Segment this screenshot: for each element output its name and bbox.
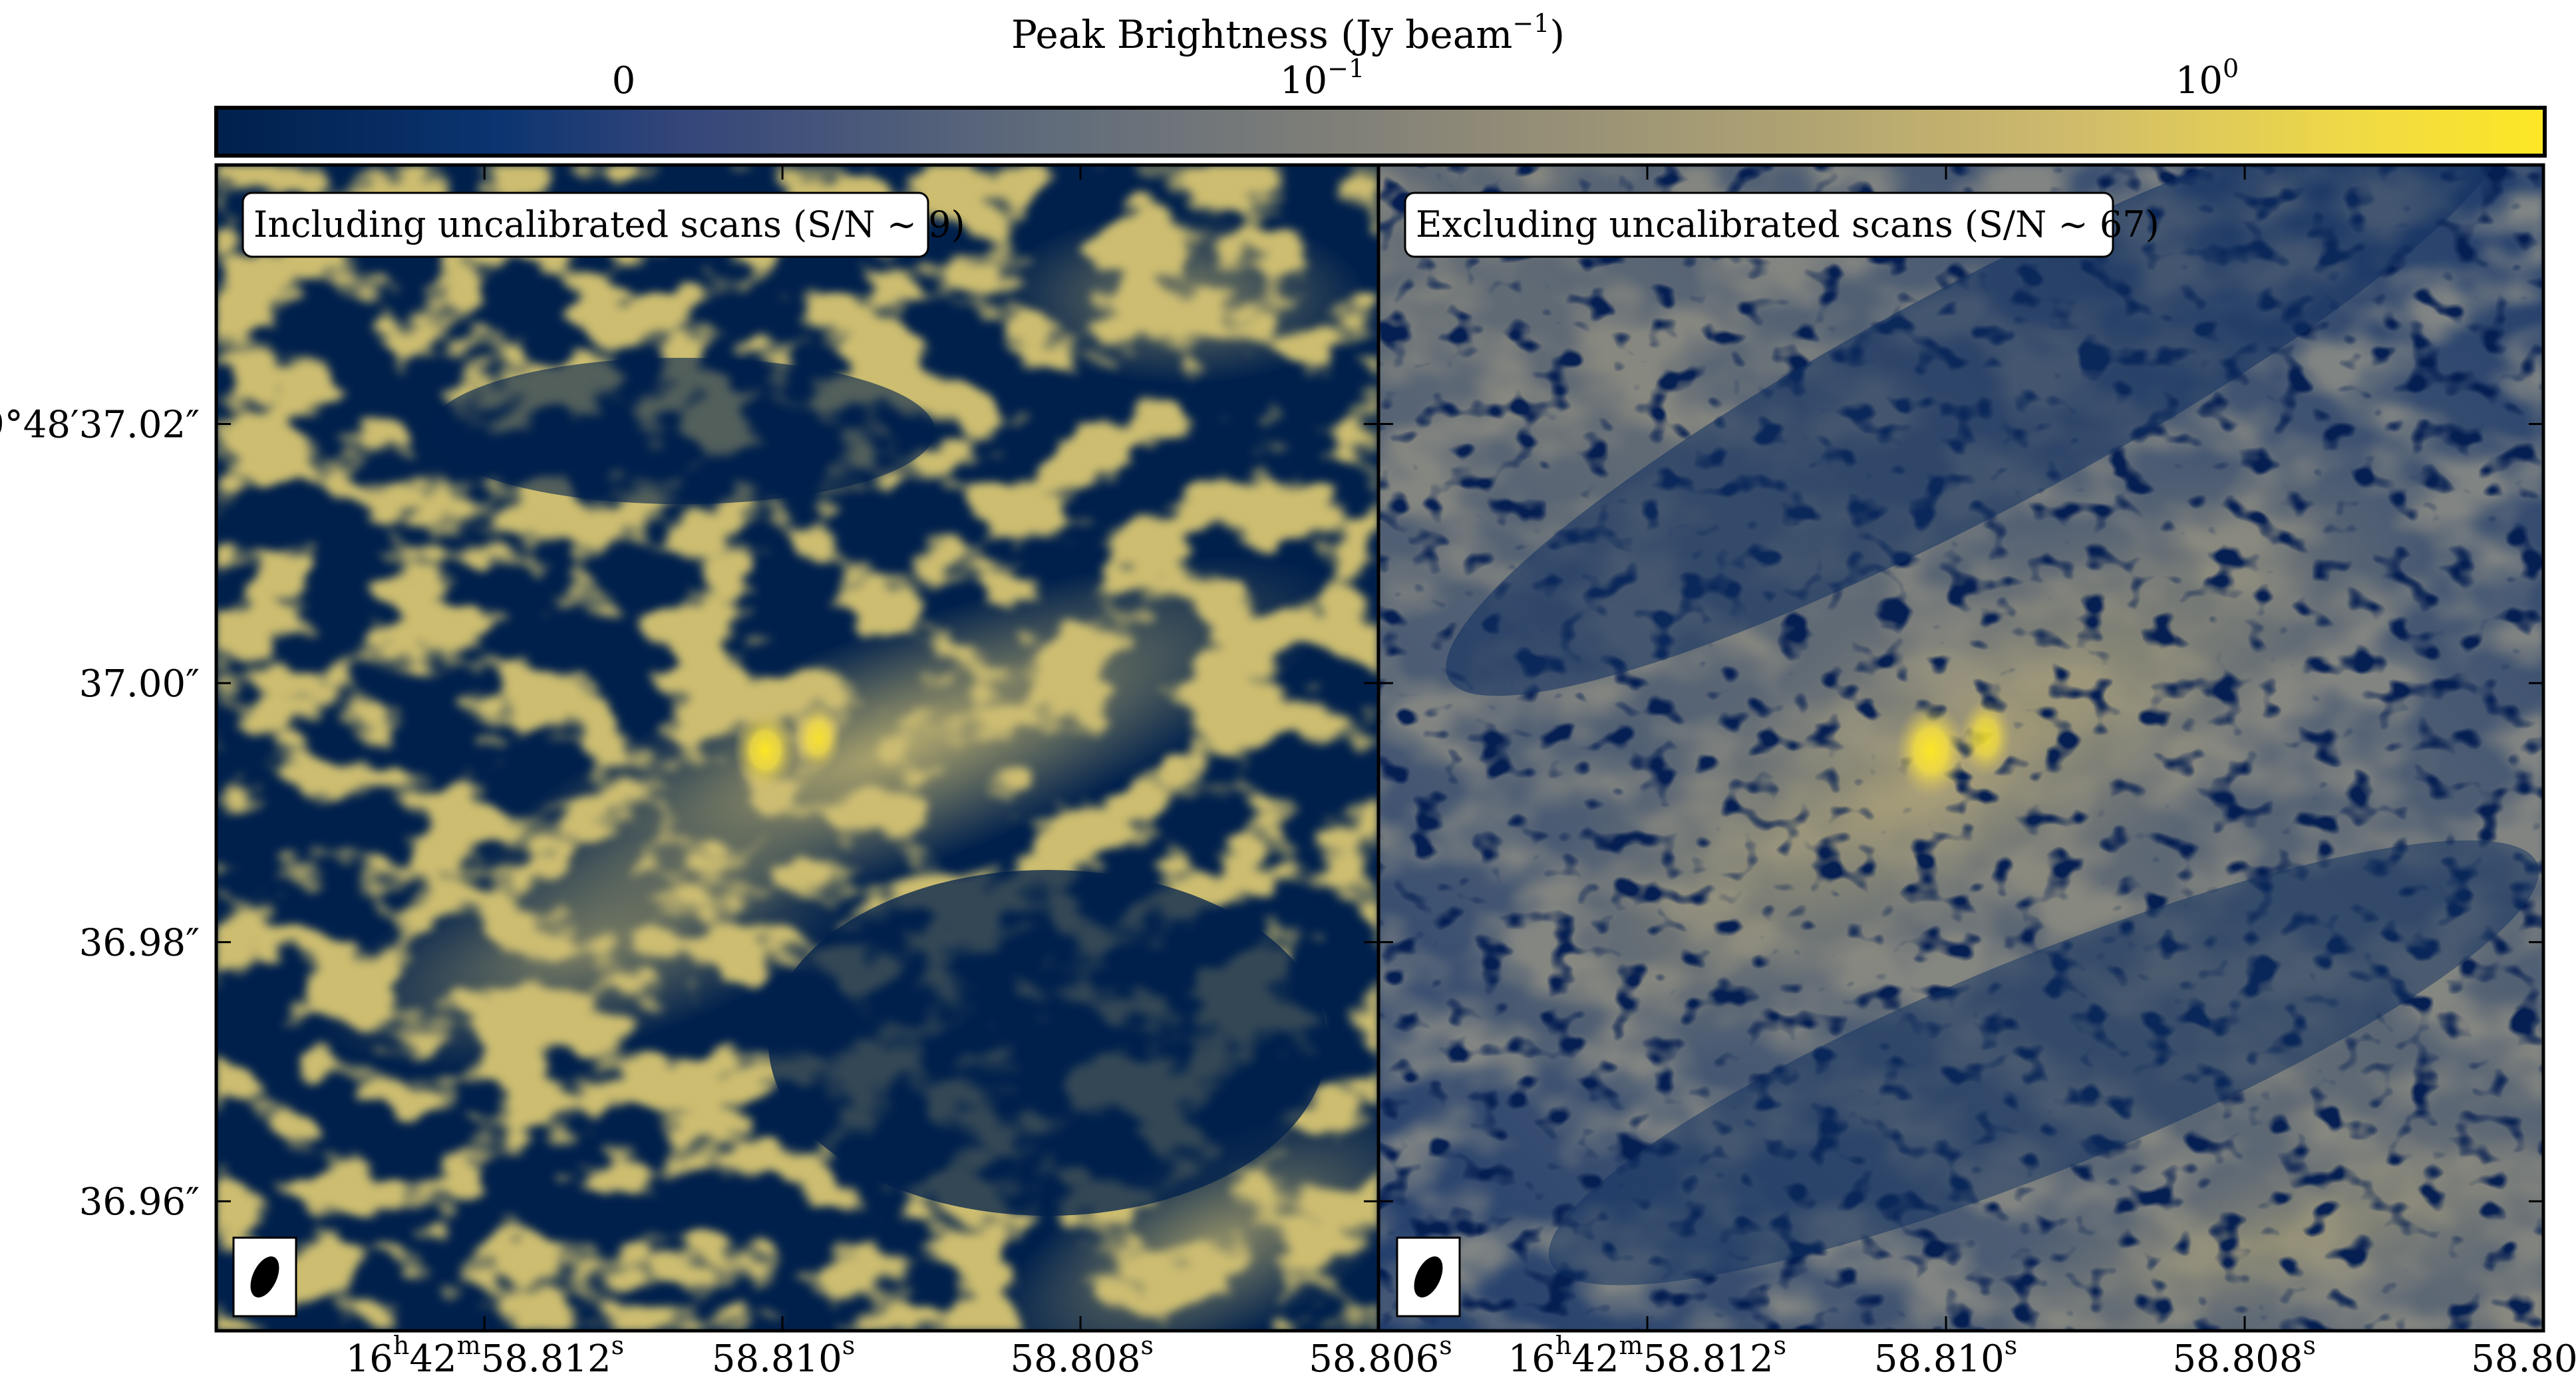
panel-left-title: Including uncalibrated scans (S/N ∼ 9) bbox=[253, 204, 965, 245]
beam-ellipse-icon bbox=[250, 1256, 279, 1298]
source-peak bbox=[794, 704, 842, 773]
colorbar-tick-label: 100 bbox=[2175, 54, 2239, 102]
left-x-tick-label: 58.806s bbox=[1309, 1331, 1452, 1381]
panel-right-image bbox=[1378, 165, 2543, 1331]
panel-right-frame bbox=[1376, 163, 2545, 1333]
colorbar-tick-label: 10−1 bbox=[1280, 54, 1365, 102]
source-peaks-right bbox=[1895, 697, 2012, 798]
beam-ellipse-icon bbox=[1414, 1256, 1443, 1298]
colorbar-tick-labels: 0 10−1 100 bbox=[612, 54, 2239, 102]
left-x-tick-label: 58.810s bbox=[712, 1331, 855, 1381]
colorbar-bar bbox=[214, 106, 2547, 158]
right-x-tick-label: 58.810s bbox=[1874, 1331, 2017, 1381]
y-tick-label: 36.98″ bbox=[79, 922, 200, 965]
colorbar: Peak Brightness (Jy beam−1) 0 10−1 100 bbox=[214, 9, 2547, 158]
source-peak bbox=[1959, 697, 2012, 777]
y-tick-label: 37.00″ bbox=[79, 662, 200, 706]
right-x-tick-label: 58.806s bbox=[2471, 1331, 2576, 1381]
panel-left-image bbox=[216, 165, 1378, 1331]
source-peak bbox=[733, 709, 797, 791]
panel-right-title: Excluding uncalibrated scans (S/N ∼ 67) bbox=[1416, 204, 2160, 245]
right-x-tick-label: 16h42m58.812s bbox=[1508, 1331, 1787, 1381]
y-tick-label: 39°48′37.02″ bbox=[0, 404, 200, 447]
colorbar-tick-label: 0 bbox=[612, 59, 636, 102]
panel-left-title-box: Including uncalibrated scans (S/N ∼ 9) bbox=[242, 192, 965, 258]
beam-marker-right bbox=[1396, 1236, 1461, 1318]
source-peaks-left bbox=[733, 704, 842, 791]
left-x-tick-label: 58.808s bbox=[1011, 1331, 1154, 1381]
beam-marker-left bbox=[232, 1236, 297, 1318]
y-axis-tick-labels: 39°48′37.02″ 37.00″ 36.98″ 36.96″ bbox=[0, 404, 200, 1224]
y-tick-label: 36.96″ bbox=[79, 1180, 200, 1224]
panel-right-ticks bbox=[1378, 165, 2545, 1331]
x-axis-tick-labels-right: 16h42m58.812s 58.810s 58.808s 58.806s bbox=[1508, 1331, 2576, 1381]
x-axis-tick-labels-left: 16h42m58.812s 58.810s 58.808s 58.806s bbox=[346, 1331, 1452, 1381]
colorbar-label: Peak Brightness (Jy beam−1) bbox=[1011, 9, 1565, 57]
panel-left: Including uncalibrated scans (S/N ∼ 9) bbox=[214, 163, 1380, 1333]
source-peak bbox=[1895, 702, 1967, 798]
panel-right-title-box: Excluding uncalibrated scans (S/N ∼ 67) bbox=[1404, 192, 2160, 258]
panel-right: Excluding uncalibrated scans (S/N ∼ 67) bbox=[1376, 163, 2545, 1333]
left-x-tick-label: 16h42m58.812s bbox=[346, 1331, 625, 1381]
right-x-tick-label: 58.808s bbox=[2173, 1331, 2316, 1381]
